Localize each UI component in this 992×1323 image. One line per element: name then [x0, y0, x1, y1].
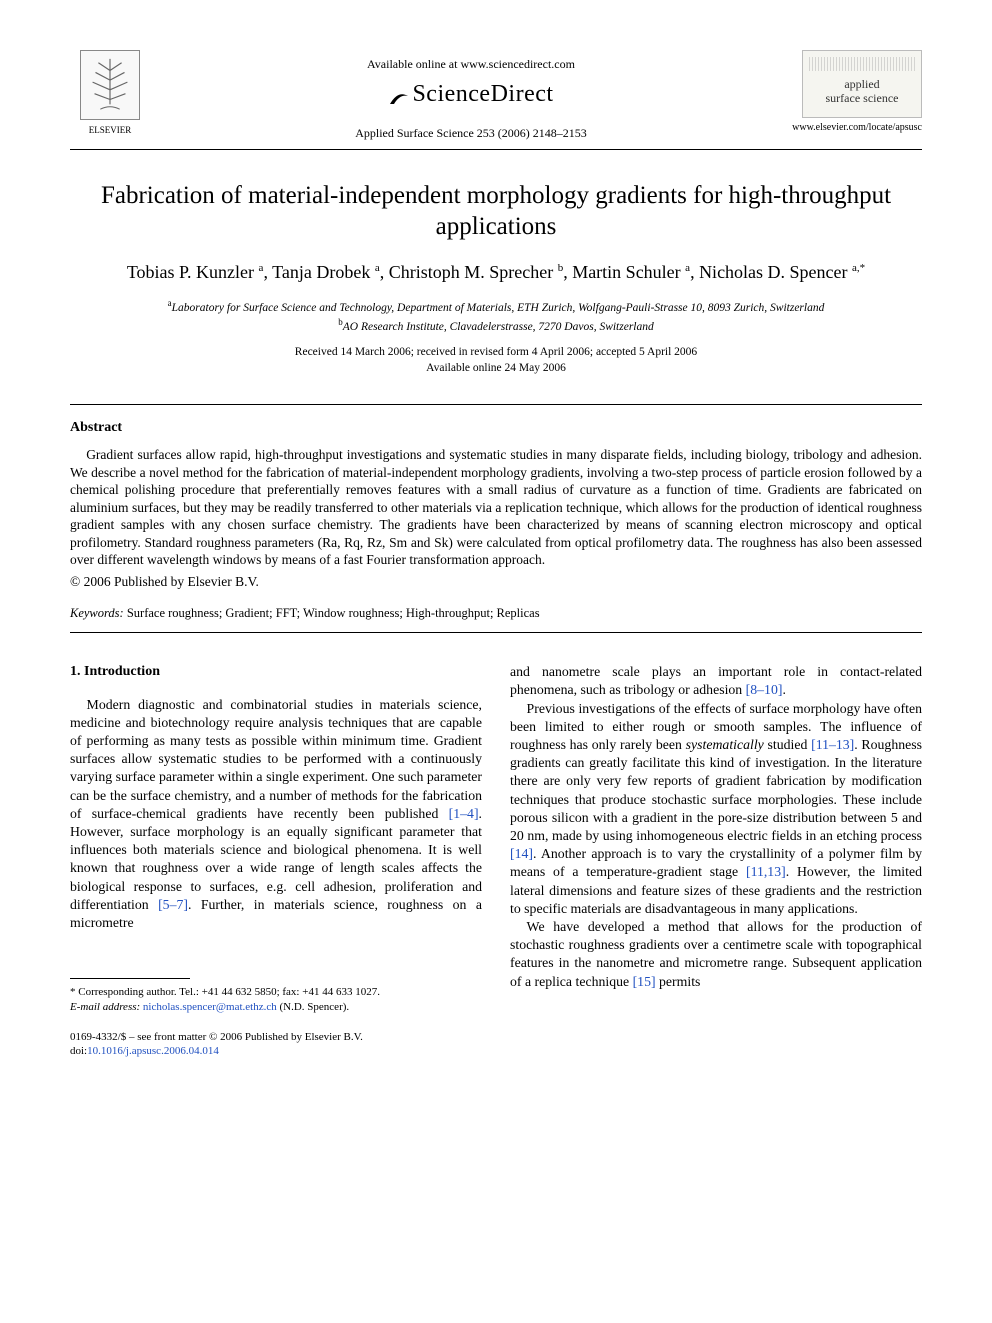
column-left: 1. Introduction Modern diagnostic and co… [70, 663, 482, 1058]
ref-link-1-4[interactable]: [1–4] [449, 806, 479, 821]
footnote-email-label: E-mail address: [70, 1001, 140, 1013]
affiliation-b: AO Research Institute, Clavadelerstrasse… [343, 321, 654, 333]
abstract-top-rule [70, 404, 922, 405]
ref-link-11-13b[interactable]: [11,13] [746, 864, 786, 879]
article-dates: Received 14 March 2006; received in revi… [70, 345, 922, 376]
footer-info: 0169-4332/$ – see front matter © 2006 Pu… [70, 1030, 482, 1059]
header-rule [70, 149, 922, 150]
doi-link[interactable]: 10.1016/j.apsusc.2006.04.014 [87, 1045, 219, 1057]
journal-reference: Applied Surface Science 253 (2006) 2148–… [150, 125, 792, 141]
column-right: and nanometre scale plays an important r… [510, 663, 922, 1058]
article-title: Fabrication of material-independent morp… [70, 180, 922, 243]
dates-line1: Received 14 March 2006; received in revi… [295, 346, 697, 358]
abstract-heading: Abstract [70, 419, 922, 438]
header-row: ELSEVIER Available online at www.science… [70, 50, 922, 141]
footnote-email[interactable]: nicholas.spencer@mat.ethz.ch [143, 1001, 277, 1013]
cover-title-line2: surface science [826, 91, 899, 105]
dates-line2: Available online 24 May 2006 [426, 362, 566, 374]
body-columns: 1. Introduction Modern diagnostic and co… [70, 663, 922, 1058]
affiliations: aLaboratory for Surface Science and Tech… [70, 297, 922, 336]
intro-para-1-cont: and nanometre scale plays an important r… [510, 663, 922, 699]
ref-link-15[interactable]: [15] [633, 974, 656, 989]
ref-link-11-13[interactable]: [11–13] [811, 737, 854, 752]
keywords-list: Surface roughness; Gradient; FFT; Window… [127, 606, 540, 620]
sciencedirect-swoosh-icon [388, 85, 410, 107]
authors: Tobias P. Kunzler a, Tanja Drobek a, Chr… [70, 260, 922, 284]
footnote-separator [70, 978, 190, 979]
systematically-emphasis: systematically [686, 737, 764, 752]
corresponding-author-footnote: * Corresponding author. Tel.: +41 44 632… [70, 985, 482, 1014]
journal-cover-box: applied surface science [802, 50, 922, 118]
intro-para-3: We have developed a method that allows f… [510, 918, 922, 991]
cover-title: applied surface science [809, 77, 915, 106]
journal-cover: applied surface science www.elsevier.com… [792, 50, 922, 135]
center-header: Available online at www.sciencedirect.co… [150, 50, 792, 141]
sciencedirect-logo: ScienceDirect [150, 78, 792, 110]
elsevier-tree-icon [80, 50, 140, 120]
affiliation-a: Laboratory for Surface Science and Techn… [172, 301, 825, 313]
ref-link-14[interactable]: [14] [510, 846, 533, 861]
abstract-bottom-rule [70, 632, 922, 633]
ref-link-5-7[interactable]: [5–7] [158, 897, 188, 912]
abstract-body: Gradient surfaces allow rapid, high-thro… [70, 446, 922, 569]
intro-para-1: Modern diagnostic and combinatorial stud… [70, 696, 482, 933]
keywords: Keywords: Surface roughness; Gradient; F… [70, 605, 922, 622]
abstract-copyright: © 2006 Published by Elsevier B.V. [70, 573, 922, 591]
footnote-email-who: (N.D. Spencer). [280, 1001, 350, 1013]
cover-title-line1: applied [844, 77, 879, 91]
cover-pattern-icon [809, 57, 915, 71]
sciencedirect-text: ScienceDirect [412, 81, 553, 107]
front-matter-line: 0169-4332/$ – see front matter © 2006 Pu… [70, 1030, 482, 1044]
elsevier-logo: ELSEVIER [70, 50, 150, 136]
keywords-label: Keywords: [70, 606, 124, 620]
intro-heading: 1. Introduction [70, 663, 482, 681]
available-online-text: Available online at www.sciencedirect.co… [150, 56, 792, 72]
journal-url[interactable]: www.elsevier.com/locate/apsusc [792, 121, 922, 135]
footnote-corresponding: * Corresponding author. Tel.: +41 44 632… [70, 985, 482, 999]
abstract-text: Gradient surfaces allow rapid, high-thro… [70, 446, 922, 569]
doi-label: doi: [70, 1045, 87, 1057]
elsevier-label: ELSEVIER [70, 124, 150, 136]
ref-link-8-10[interactable]: [8–10] [746, 682, 783, 697]
intro-para-2: Previous investigations of the effects o… [510, 700, 922, 918]
